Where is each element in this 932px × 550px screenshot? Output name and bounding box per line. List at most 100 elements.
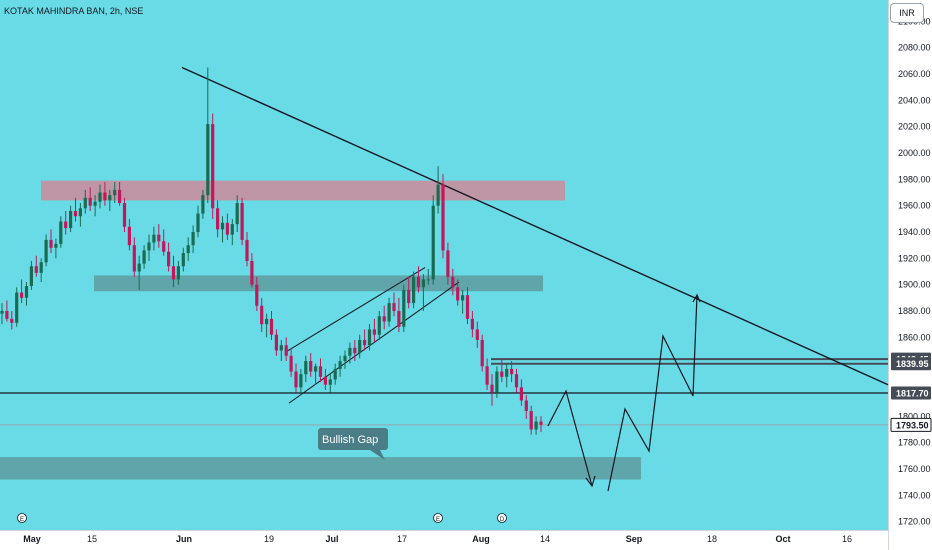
x-tick-label: Jun bbox=[176, 534, 192, 544]
trendline bbox=[181, 66, 889, 386]
candle-body bbox=[0, 310, 4, 314]
y-tick-label: 1920.00 bbox=[898, 253, 931, 263]
candle-body bbox=[15, 292, 19, 323]
support-zone bbox=[94, 275, 543, 292]
projection-arrow-down bbox=[585, 475, 596, 488]
candle-body bbox=[382, 316, 386, 322]
candle-body bbox=[73, 210, 78, 217]
candle-body bbox=[216, 208, 220, 230]
candle-body bbox=[485, 366, 489, 385]
candle-body bbox=[358, 339, 362, 354]
candle-body bbox=[230, 224, 234, 235]
candle-body bbox=[24, 285, 29, 298]
y-tick-label: 1800.00 bbox=[898, 411, 931, 421]
currency-button[interactable]: INR bbox=[890, 3, 924, 23]
candle-body bbox=[20, 292, 24, 298]
event-marker-label: D bbox=[500, 517, 505, 523]
candle-body bbox=[181, 253, 185, 267]
callout-label: Bullish Gap bbox=[322, 434, 378, 446]
candle-body bbox=[167, 251, 171, 267]
y-tick-label: 2060.00 bbox=[898, 69, 931, 79]
candle-body bbox=[470, 318, 474, 330]
y-tick-label: 1720.00 bbox=[898, 517, 931, 527]
candle-body bbox=[392, 303, 396, 311]
candle-body bbox=[426, 279, 430, 281]
candle-body bbox=[338, 361, 342, 369]
candle-body bbox=[377, 316, 381, 335]
event-marker bbox=[433, 513, 443, 523]
candle-body bbox=[372, 329, 376, 335]
candle-body bbox=[176, 266, 180, 280]
candle-body bbox=[323, 376, 327, 385]
candle-body bbox=[196, 213, 200, 233]
y-tick-label: 1780.00 bbox=[898, 438, 931, 448]
candle-body bbox=[54, 243, 58, 248]
candle-body bbox=[461, 295, 465, 301]
candle-body bbox=[367, 329, 372, 346]
candle-body bbox=[29, 266, 33, 286]
candle-body bbox=[363, 339, 367, 346]
candle-body bbox=[113, 189, 117, 196]
candle-body bbox=[171, 266, 176, 280]
candle-body bbox=[64, 221, 68, 229]
y-tick-label: 1860.00 bbox=[898, 332, 931, 342]
y-tick-label: 1980.00 bbox=[898, 174, 931, 184]
candle-body bbox=[436, 184, 440, 206]
x-tick-label: 17 bbox=[397, 534, 407, 544]
candle-body bbox=[186, 245, 190, 254]
candle-body bbox=[250, 260, 254, 285]
y-tick-label: 1900.00 bbox=[898, 280, 931, 290]
candle-body bbox=[397, 310, 401, 327]
candle-body bbox=[304, 361, 308, 375]
candle-body bbox=[5, 310, 9, 319]
event-marker bbox=[17, 513, 27, 523]
resistance-zone bbox=[41, 180, 565, 201]
candle-body bbox=[284, 345, 288, 356]
candle-body bbox=[407, 289, 411, 304]
y-tick-label: 1880.00 bbox=[898, 306, 931, 316]
event-marker-label: E bbox=[20, 517, 24, 523]
candle-body bbox=[44, 239, 48, 263]
candle-body bbox=[456, 287, 460, 301]
x-tick-label: Sep bbox=[626, 534, 643, 544]
candle-body bbox=[245, 239, 249, 261]
candle-body bbox=[69, 210, 73, 229]
candle-body bbox=[387, 303, 391, 322]
price-label: 1793.50 bbox=[896, 420, 929, 430]
candle-body bbox=[294, 371, 298, 388]
channel-upper bbox=[285, 267, 426, 353]
candle-body bbox=[269, 318, 274, 335]
candle-body bbox=[211, 124, 215, 209]
candle-body bbox=[49, 239, 53, 248]
candle-body bbox=[343, 355, 347, 362]
candle-body bbox=[353, 347, 357, 354]
candle-body bbox=[142, 250, 146, 264]
candle-body bbox=[225, 222, 229, 235]
gap-zone bbox=[0, 457, 641, 480]
candle-body bbox=[451, 276, 455, 288]
x-tick-label: 14 bbox=[540, 534, 550, 544]
candle-body bbox=[265, 318, 269, 325]
candle-body bbox=[309, 361, 313, 372]
candle-body bbox=[314, 366, 318, 372]
candle-body bbox=[255, 284, 259, 306]
candle-body bbox=[328, 379, 332, 385]
price-axis-panel bbox=[888, 0, 932, 550]
y-tick-label: 1760.00 bbox=[898, 464, 931, 474]
candle-body bbox=[519, 387, 523, 401]
candle-body bbox=[132, 245, 136, 272]
candle-body bbox=[441, 184, 445, 251]
candle-body bbox=[260, 305, 264, 325]
candle-body bbox=[137, 263, 141, 272]
candle-body bbox=[524, 400, 528, 412]
callout-box bbox=[318, 428, 388, 450]
projection-path-down bbox=[547, 389, 593, 487]
projection-path-up bbox=[607, 294, 698, 492]
y-tick-label: 2020.00 bbox=[898, 122, 931, 132]
candle-body bbox=[279, 345, 283, 351]
callout-pointer bbox=[370, 450, 385, 460]
candle-body bbox=[274, 334, 278, 351]
price-label-bg bbox=[891, 386, 931, 400]
